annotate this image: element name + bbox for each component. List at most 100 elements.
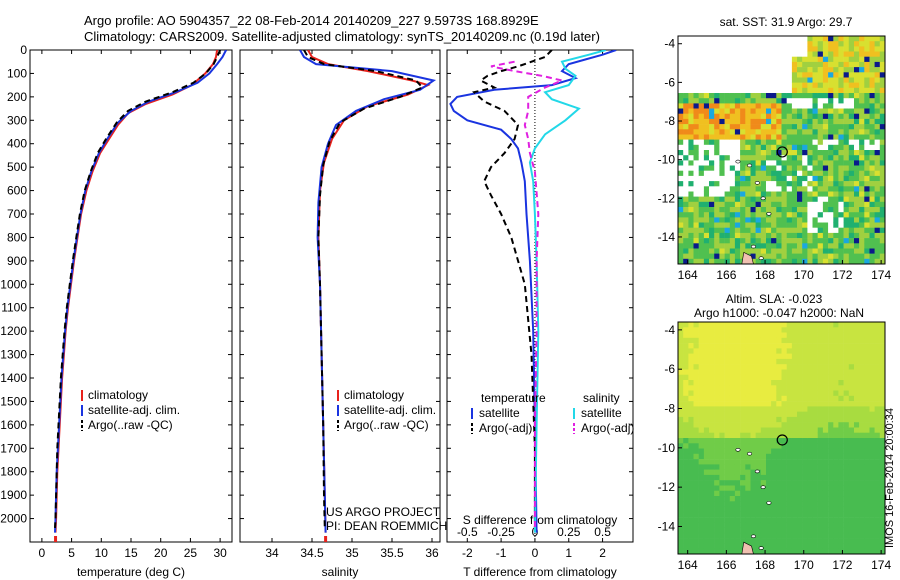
sla-map-cell — [822, 385, 829, 391]
sla-map-cell — [817, 538, 824, 544]
sla-map-cell — [843, 453, 850, 460]
temperature-series-group — [54, 50, 227, 533]
sst-map-cell — [838, 170, 844, 177]
sst-map-cell — [724, 108, 731, 114]
sla-map-cell — [812, 380, 818, 386]
sst-map-cell — [678, 51, 684, 57]
sst-map-cell — [760, 232, 767, 239]
sla-map-cell — [874, 390, 881, 397]
sst-map-cell — [791, 139, 798, 146]
sla-map-cell — [817, 332, 824, 339]
sst-map-cell — [771, 108, 777, 114]
sst-map-cell — [714, 87, 720, 94]
sst-map-cell — [797, 139, 803, 146]
sst-map-cell — [729, 129, 736, 135]
sla-map-cell — [833, 401, 839, 407]
sla-map-cell — [781, 548, 787, 554]
sla-map-cell — [843, 401, 850, 407]
sla-map-cell — [771, 474, 777, 481]
sst-map-cell — [698, 258, 705, 264]
sst-map-cell — [864, 46, 870, 52]
sst-map-cell — [786, 61, 793, 68]
sst-map-cell — [848, 160, 855, 166]
sla-map-cell — [734, 343, 741, 349]
sla-map-cell — [879, 485, 885, 492]
sst-map-cell — [781, 217, 787, 223]
sla-map-cell — [874, 496, 881, 502]
sst-map-cell — [786, 201, 793, 208]
sla-map-cell — [864, 517, 870, 523]
sla-map-cell — [869, 506, 875, 513]
sst-map-cell — [854, 186, 860, 192]
sst-map-cell — [688, 61, 694, 68]
sst-map-cell — [678, 93, 684, 99]
sst-map-cell — [719, 217, 725, 223]
sla-map-cell — [709, 443, 715, 449]
sst-map-cell — [879, 67, 885, 73]
sst-map-cell — [869, 232, 875, 239]
sla-map-cell — [760, 448, 767, 455]
sla-map-cell — [740, 416, 746, 423]
sla-map-cell — [812, 538, 818, 544]
sst-map-cell — [698, 98, 705, 104]
sst-map-cell — [709, 129, 715, 135]
sla-map-cell — [869, 538, 875, 544]
sst-map-cell — [828, 165, 834, 171]
sst-map-cell — [859, 186, 865, 192]
sst-map-cell — [864, 243, 870, 249]
sla-map-cell — [802, 538, 808, 544]
sst-map-cell — [771, 150, 777, 156]
sla-map-cell — [755, 517, 762, 523]
sst-map-cell — [838, 67, 844, 73]
sla-map-cell — [802, 543, 808, 550]
sla-map-cell — [698, 327, 705, 333]
sst-map-cell — [766, 144, 772, 151]
sla-map-cell — [750, 485, 756, 492]
sla-map-cell — [797, 522, 803, 528]
sla-map-cell — [786, 358, 793, 365]
sla-map-cell — [859, 380, 865, 386]
sla-map-cell — [714, 506, 720, 513]
sla-map-cell — [766, 448, 772, 455]
sst-map-cell — [817, 67, 824, 73]
sst-map-cell — [838, 98, 844, 104]
sst-map-cell — [729, 72, 736, 78]
sst-map-cell — [729, 144, 736, 151]
sst-map-cell — [776, 165, 782, 171]
sla-map-cell — [822, 364, 829, 370]
sla-map-cell — [807, 348, 813, 354]
sst-map-cell — [714, 170, 720, 177]
sla-map-cell — [791, 374, 798, 381]
sst-map-cell — [714, 238, 720, 244]
sst-map-cell — [802, 93, 808, 99]
sla-map-cell — [786, 506, 793, 513]
sla-map-cell — [760, 411, 767, 418]
sst-map-cell — [791, 191, 798, 197]
sst-map-cell — [750, 181, 756, 187]
sst-map-cell — [714, 212, 720, 218]
sst-map-cell — [879, 36, 885, 42]
sla-map-cell — [859, 406, 865, 412]
sst-map-cell — [869, 46, 875, 52]
sst-map-cell — [724, 93, 731, 99]
sla-map-cell — [786, 548, 793, 554]
sla-map-cell — [859, 422, 865, 428]
sla-map-cell — [693, 364, 699, 370]
sla-map-cell — [791, 395, 798, 402]
sla-map-cell — [709, 411, 715, 418]
sla-map-cell — [791, 485, 798, 492]
sst-map-cell — [760, 222, 767, 228]
sla-map-cell — [828, 348, 834, 354]
sst-map-cell — [755, 258, 762, 264]
sla-map-cell — [750, 380, 756, 386]
sst-map-cell — [755, 212, 762, 218]
depth-tick-label: 100 — [7, 66, 27, 80]
sla-map-cell — [693, 538, 699, 544]
sst-map-cell — [766, 56, 772, 63]
sla-map-cell — [791, 343, 798, 349]
sst-map-cell — [693, 56, 699, 63]
sla-map-cell — [703, 496, 710, 502]
sst-map-cell — [807, 212, 813, 218]
sst-map-cell — [781, 103, 787, 109]
sla-map-cell — [797, 416, 803, 423]
